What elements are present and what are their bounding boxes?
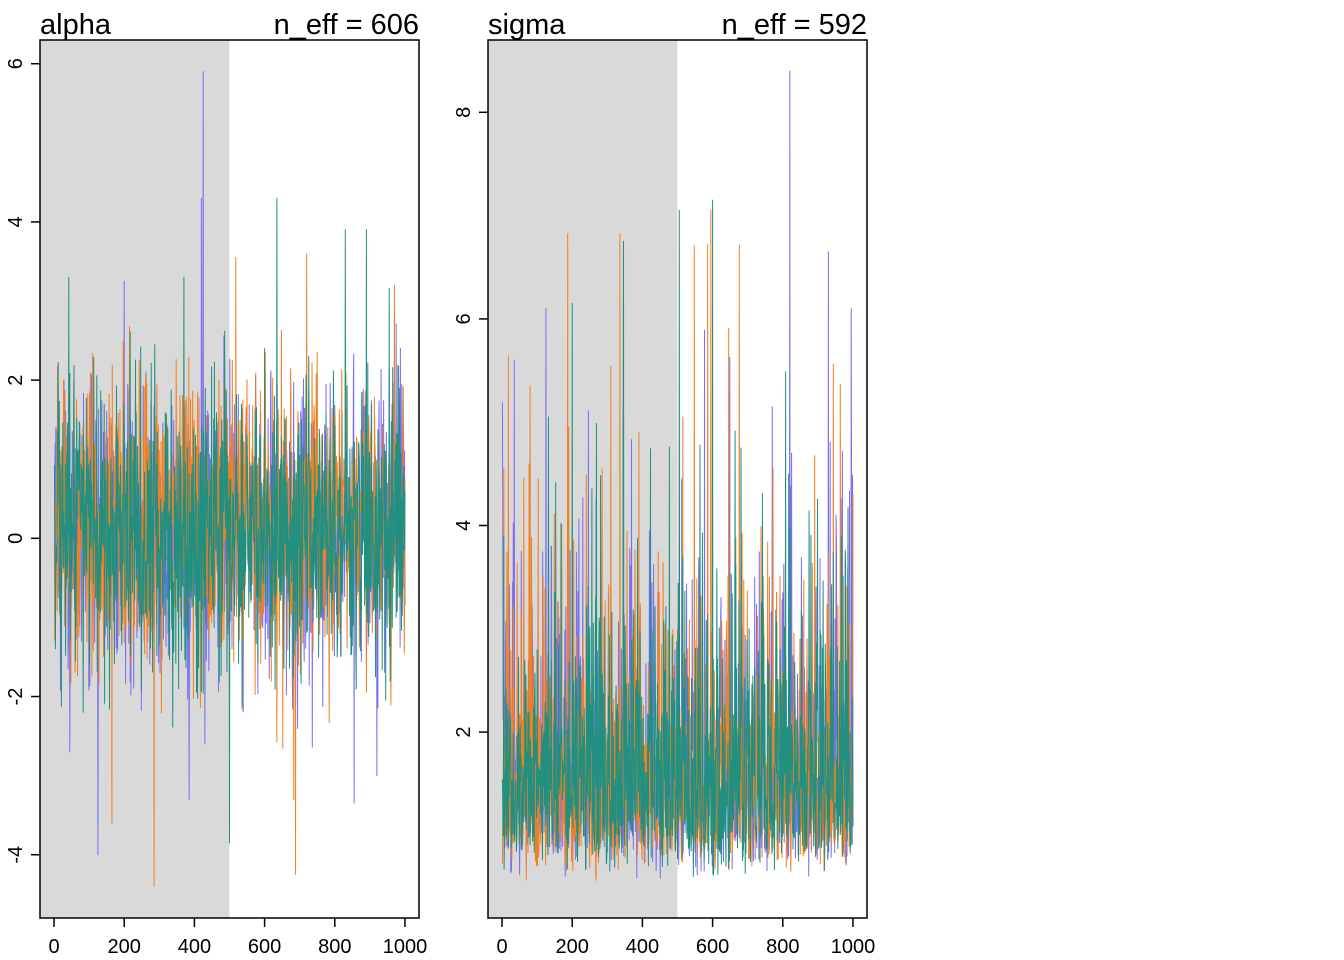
y-tick-label: 4 <box>453 520 475 531</box>
sigma-trace-panel: 0 200 400 600 800 1000 2 4 6 8 sigma n_eff = 592 <box>453 9 875 958</box>
trace-line-chain-3 <box>53 197 406 844</box>
plot-frame <box>39 39 420 919</box>
x-tick-label: 0 <box>48 936 59 958</box>
y-tick-label: -4 <box>5 846 27 864</box>
n-eff-label: n_eff = 606 <box>274 9 419 41</box>
y-tick-label: 8 <box>453 107 475 118</box>
y-tick-label: -2 <box>5 688 27 706</box>
y-tick-label: 4 <box>5 216 27 227</box>
panel-title: sigma <box>488 9 566 41</box>
x-tick-label: 1000 <box>831 936 876 958</box>
x-tick-label: 600 <box>248 936 281 958</box>
panel-title: alpha <box>40 9 112 41</box>
y-tick-label: 0 <box>5 533 27 544</box>
x-tick-label: 0 <box>496 936 507 958</box>
x-tick-label: 400 <box>178 936 211 958</box>
y-tick-label: 6 <box>5 58 27 69</box>
x-tick-label: 200 <box>556 936 589 958</box>
x-tick-label: 800 <box>766 936 799 958</box>
x-tick-label: 1000 <box>383 936 428 958</box>
y-tick-label: 2 <box>5 375 27 386</box>
x-tick-label: 600 <box>696 936 729 958</box>
n-eff-label: n_eff = 592 <box>722 9 867 41</box>
y-tick-label: 6 <box>453 313 475 324</box>
alpha-trace-panel: 0 200 400 600 800 1000 -4 -2 0 2 4 6 alpha n_eff = 60… <box>5 9 427 958</box>
x-tick-label: 800 <box>318 936 351 958</box>
x-tick-label: 400 <box>626 936 659 958</box>
trace-line-chain-3 <box>501 199 854 877</box>
y-tick-label: 2 <box>453 727 475 738</box>
plot-frame <box>487 39 868 919</box>
x-tick-label: 200 <box>108 936 141 958</box>
